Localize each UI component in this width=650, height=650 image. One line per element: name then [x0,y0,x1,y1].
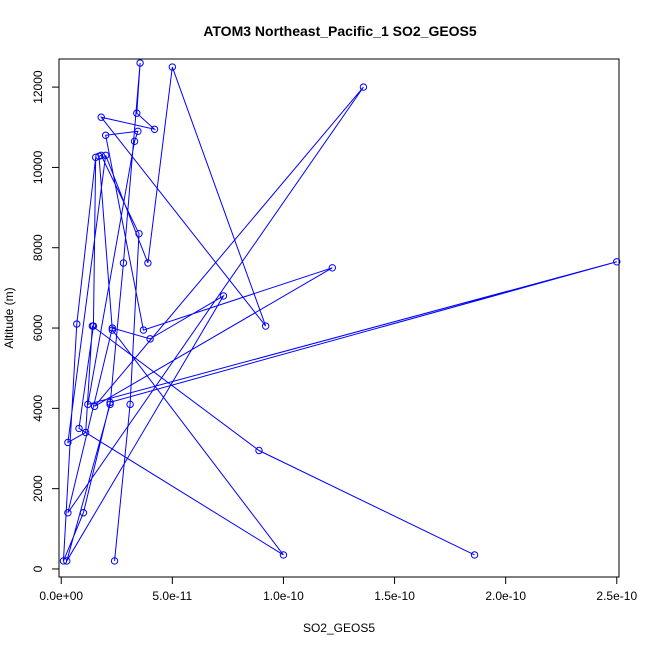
data-point [119,259,128,267]
data-point [219,292,228,300]
data-point [144,259,152,267]
x-tick-label: 2.0e-10 [485,589,526,603]
y-tick-label: 2000 [31,475,45,502]
data-point [150,125,159,133]
data-point [108,324,117,332]
data-point [126,400,134,409]
x-axis: 0.0e+00 5.0e-11 1.0e-10 1.5e-10 2.0e-10 2.5e-… [39,577,637,603]
plot-area [59,59,621,565]
data-point [470,551,479,559]
data-point [101,151,110,160]
data-point [130,137,139,146]
data-point [133,109,141,117]
y-tick-label: 10000 [31,150,45,184]
data-point [88,322,97,330]
plot-frame [58,58,620,578]
x-tick-label: 5.0e-11 [152,589,192,603]
data-point [91,153,100,162]
data-point [110,557,119,565]
y-tick-label: 6000 [31,314,45,341]
data-point [90,402,99,411]
y-axis: 0 2000 4000 6000 8000 10000 12000 [31,70,59,572]
data-point [59,557,68,565]
data-point [139,326,148,334]
data-point [613,258,621,266]
data-point [84,400,92,409]
data-point [73,320,81,328]
y-axis-label: Altitude (m) [2,287,16,348]
x-tick-label: 2.5e-10 [596,589,637,603]
data-point [136,59,144,67]
data-point [168,63,177,71]
data-point [79,509,88,517]
data-point [63,557,71,565]
data-point [97,113,105,121]
y-tick-label: 8000 [31,234,45,261]
data-point [134,127,142,135]
data-point [81,428,90,437]
data-point [135,229,143,238]
data-point [75,424,83,433]
x-tick-label: 1.0e-10 [263,589,304,603]
x-axis-label: SO2_GEOS5 [303,621,375,635]
data-point [106,398,114,407]
data-point [328,264,337,272]
series-line [62,62,617,562]
y-tick-label: 0 [31,565,45,572]
data-point [64,509,72,517]
y-tick-label: 4000 [31,395,45,422]
y-tick-label: 12000 [31,70,45,104]
data-point [261,322,270,330]
chart-title: ATOM3 Northeast_Pacific_1 SO2_GEOS5 [203,23,477,39]
data-point [146,335,154,343]
data-point [359,83,368,91]
data-point [279,551,288,559]
data-point [101,131,110,139]
x-tick-label: 1.5e-10 [374,589,415,603]
data-point [106,400,114,409]
data-point [255,446,263,455]
data-point [64,438,72,447]
x-tick-label: 0.0e+00 [39,589,83,603]
data-point [108,326,117,334]
